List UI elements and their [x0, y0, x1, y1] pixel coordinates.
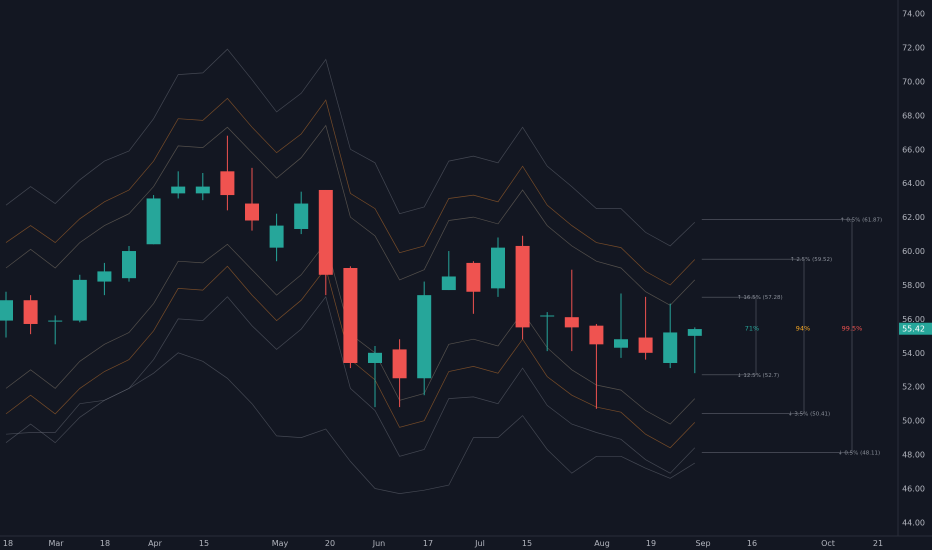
- y-tick-label: 72.00: [902, 43, 925, 52]
- y-tick-label: 48.00: [902, 451, 925, 460]
- y-tick-label: 46.00: [902, 485, 925, 494]
- x-tick-label: 16: [747, 539, 757, 548]
- candle-body: [589, 325, 604, 345]
- x-tick-label: Aug: [594, 539, 610, 548]
- y-tick-label: 58.00: [902, 281, 925, 290]
- last-price-label: 55.42: [902, 325, 925, 334]
- probability-label: 94%: [796, 325, 810, 333]
- candle-body: [564, 317, 579, 328]
- x-tick-label: 15: [522, 539, 532, 548]
- candle-body: [48, 320, 63, 322]
- y-tick-label: 50.00: [902, 417, 925, 426]
- x-tick-label: 20: [325, 539, 335, 548]
- candle-body: [171, 186, 186, 194]
- x-tick-label: 17: [423, 539, 433, 548]
- x-tick-label: May: [272, 539, 289, 548]
- y-tick-label: 60.00: [902, 247, 925, 256]
- candle-body: [392, 349, 407, 379]
- x-tick-label: 18: [3, 539, 13, 548]
- x-tick-label: Mar: [48, 539, 64, 548]
- y-tick-label: 62.00: [902, 213, 925, 222]
- band-line-mid-upper: [5, 97, 696, 286]
- candle-body: [122, 251, 136, 279]
- x-tick-label: Sep: [695, 539, 710, 548]
- candle-body: [515, 245, 530, 328]
- candle-body: [368, 352, 382, 363]
- candle-body: [491, 247, 505, 289]
- candle-body: [0, 300, 13, 321]
- y-tick-label: 52.00: [902, 383, 925, 392]
- candle-body: [195, 186, 210, 194]
- x-tick-label: Oct: [821, 539, 835, 548]
- candle-body: [72, 279, 87, 321]
- candle-body: [663, 332, 678, 363]
- candle-body: [318, 189, 333, 275]
- candle-body: [294, 203, 309, 229]
- x-tick-label: Apr: [148, 539, 163, 548]
- projection-level-label: ↑ 16.5% (57.28): [737, 294, 783, 301]
- y-tick-label: 70.00: [902, 77, 925, 86]
- y-tick-label: 44.00: [902, 518, 925, 527]
- candle-body: [540, 315, 555, 317]
- y-tick-label: 74.00: [902, 10, 925, 19]
- candle-body: [220, 171, 235, 196]
- x-tick-label: 21: [873, 539, 883, 548]
- y-tick-label: 66.00: [902, 145, 925, 154]
- x-tick-label: 15: [199, 539, 209, 548]
- candle-body: [23, 300, 38, 324]
- band-line-outermost-lower: [5, 352, 695, 494]
- candle-body: [466, 262, 481, 292]
- candle-body: [614, 339, 628, 348]
- x-tick-label: 19: [646, 539, 656, 548]
- projection-level-label: ↓ 0.5% (48.11): [838, 450, 880, 457]
- candle-body: [245, 203, 259, 221]
- last-price-badge: [899, 322, 932, 335]
- candle-body: [146, 198, 161, 245]
- candle-body: [638, 337, 653, 353]
- y-tick-label: 54.00: [902, 349, 925, 358]
- candle-body: [97, 271, 112, 282]
- projection-level-label: ↑ 2.5% (59.52): [790, 256, 832, 263]
- probability-label: 99.5%: [842, 325, 863, 333]
- y-tick-label: 68.00: [902, 111, 925, 120]
- projection-level-label: ↓ 3.5% (50.41): [788, 411, 830, 418]
- projection-level-label: ↑ 0.5% (61.87): [840, 216, 882, 223]
- y-tick-label: 56.00: [902, 315, 925, 324]
- candle-body: [417, 295, 432, 379]
- candle-body: [441, 276, 456, 291]
- candle-body: [343, 268, 358, 363]
- candle-body: [687, 329, 702, 336]
- y-tick-label: 64.00: [902, 179, 925, 188]
- band-line-inner-upper: [5, 124, 696, 306]
- projection-level-label: ↓ 12.5% (52.7): [737, 372, 779, 379]
- band-line-outer-upper: [5, 48, 696, 247]
- x-tick-label: Jun: [372, 539, 386, 548]
- x-tick-label: 18: [100, 539, 110, 548]
- probability-label: 71%: [745, 325, 759, 333]
- candle-body: [269, 225, 284, 248]
- x-tick-label: Jul: [474, 539, 485, 548]
